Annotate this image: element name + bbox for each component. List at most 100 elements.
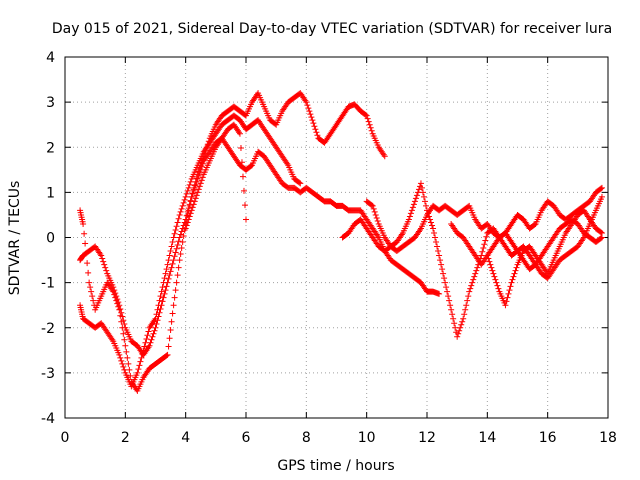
data-point [178,228,185,235]
data-point [167,248,174,255]
data-point [172,249,179,256]
y-tick-label: 3 [46,95,55,111]
data-point [103,267,110,274]
data-point [412,195,419,202]
data-point [139,351,146,358]
data-point [304,102,311,109]
data-point [138,354,145,361]
data-point [434,243,441,250]
data-point [443,284,450,291]
data-point [306,108,313,115]
data-point [371,208,378,215]
data-point [437,257,444,264]
data-point [310,120,317,127]
x-tick-label: 6 [242,430,251,446]
data-point [127,372,134,379]
data-point [144,332,151,339]
data-point [170,234,177,241]
x-tick-label: 16 [539,430,557,446]
data-point [193,178,200,185]
data-point [170,302,177,309]
data-point [118,318,125,325]
data-point [180,199,187,206]
y-tick-label: -1 [41,276,55,292]
data-point [513,264,520,271]
data-point [370,205,377,212]
data-point [198,163,205,170]
data-point [506,287,513,294]
data-point [88,288,95,295]
data-point [120,363,127,370]
data-point [179,239,186,246]
data-point [113,297,120,304]
data-point [428,219,435,226]
x-axis-label: GPS time / hours [277,458,394,474]
data-point [149,333,156,340]
data-point [462,306,469,313]
data-point [457,324,464,331]
data-point [174,242,181,249]
data-point [177,231,184,238]
data-point [297,180,304,187]
data-point [121,336,128,343]
data-point [165,343,172,350]
data-point [190,201,197,208]
data-point [87,284,94,291]
data-point [448,306,455,313]
data-point [469,279,476,286]
y-tick-label: -3 [41,366,55,382]
data-point [303,99,310,106]
x-tick-label: 8 [302,430,311,446]
data-point [464,297,471,304]
data-point [143,336,150,343]
data-point [161,290,168,297]
data-point [117,354,124,361]
data-point [186,213,193,220]
data-point [597,229,604,236]
data-point [110,288,117,295]
data-point [187,178,194,185]
data-point [427,216,434,223]
data-point [195,186,202,193]
data-point [407,210,414,217]
data-point [81,230,88,237]
data-point [183,190,190,197]
data-point [507,283,514,290]
data-point [411,198,418,205]
data-point [86,279,93,286]
data-point [373,214,380,221]
data-point [422,202,429,209]
data-point [134,369,141,376]
data-point [169,260,176,267]
data-point [184,187,191,194]
data-point [487,261,494,268]
data-point [440,270,447,277]
data-point [156,297,163,304]
data-point [98,252,105,259]
data-point [166,272,173,279]
data-point [492,276,499,283]
data-point [120,330,127,337]
data-point [85,269,92,276]
data-point [307,111,314,118]
data-point [186,181,193,188]
data-point [153,311,160,318]
data-point [458,321,465,328]
data-point [489,267,496,274]
data-point [151,327,158,334]
data-point [531,221,538,228]
data-point [598,193,605,200]
data-point [239,173,246,180]
data-point [145,328,152,335]
data-point [481,241,488,248]
x-tick-label: 4 [181,430,190,446]
data-point [236,130,243,137]
data-point [163,352,170,359]
data-point [173,279,180,286]
data-point [510,273,517,280]
data-point [164,351,171,358]
data-point [436,290,443,297]
data-point [472,270,479,277]
data-point [178,205,185,212]
